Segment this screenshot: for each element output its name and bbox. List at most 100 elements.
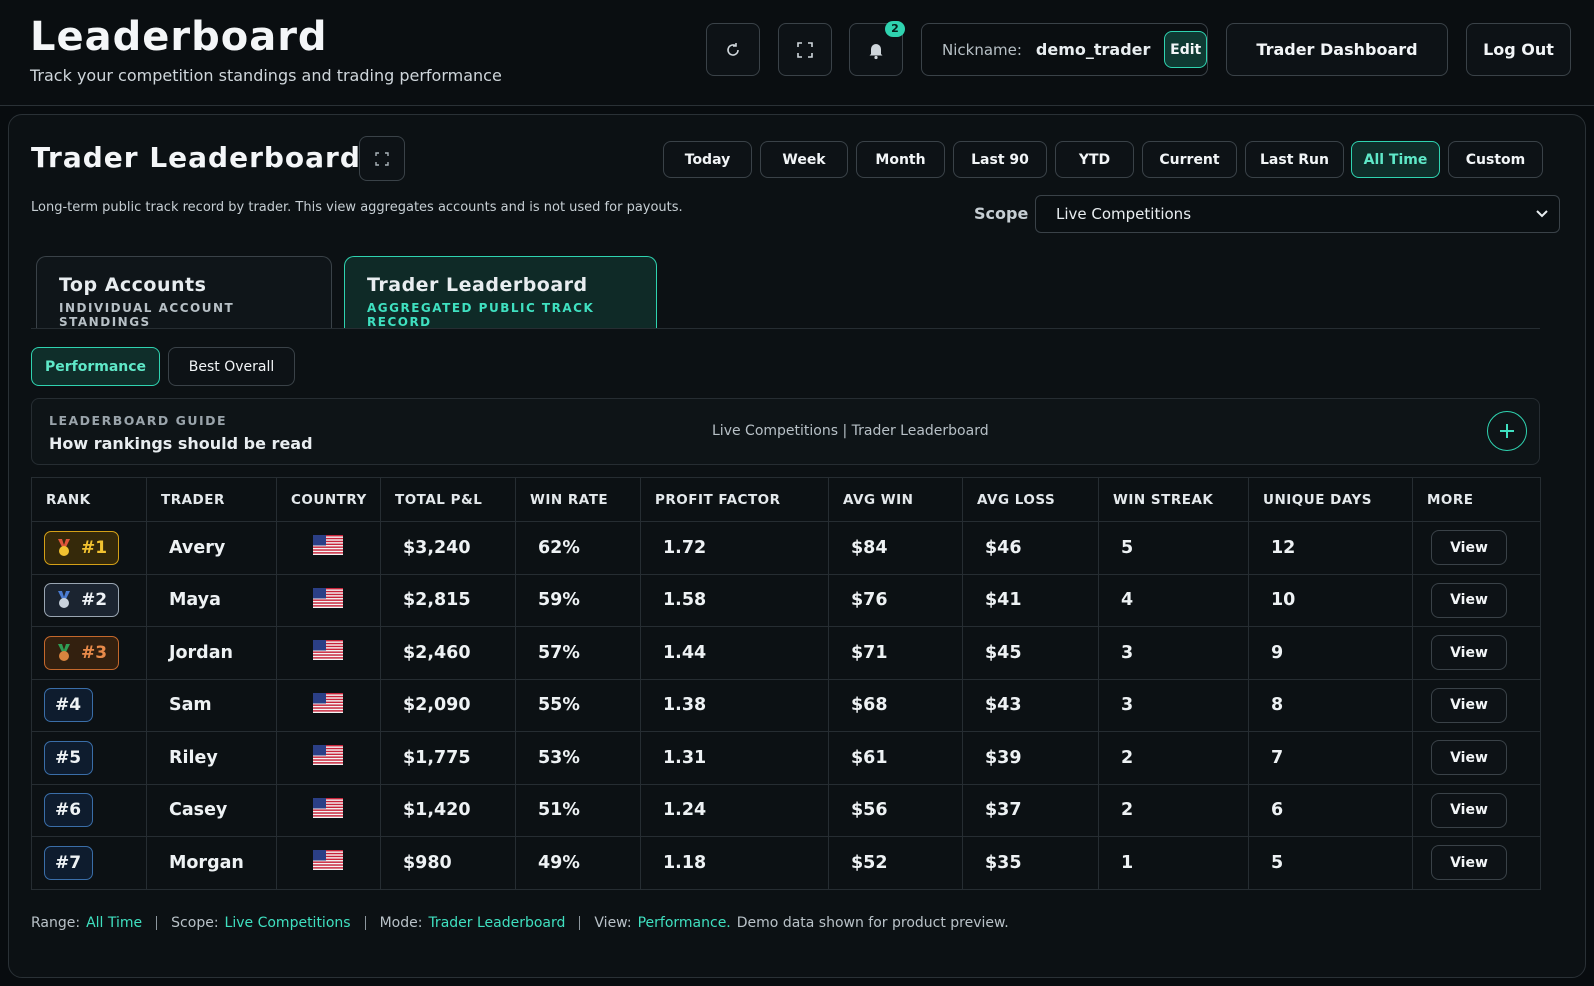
- action-cell: View: [1412, 784, 1541, 837]
- stat-cell: 5: [1098, 521, 1249, 575]
- stat-cell: $43: [962, 679, 1099, 732]
- range-button[interactable]: All Time: [1351, 141, 1440, 178]
- tab-title: Trader Leaderboard: [367, 274, 588, 296]
- rank-badge: #4: [44, 688, 94, 723]
- table-row: #3 Jordan $2,460 57% 1.44 $71 $45 3 9 View: [31, 626, 1541, 680]
- stat-cell: 1.72: [640, 521, 829, 575]
- stat-cell: 10: [1248, 574, 1413, 627]
- footer-label: Scope:: [171, 915, 219, 931]
- notifications-button[interactable]: 2: [849, 21, 905, 76]
- country-cell: [276, 731, 381, 785]
- stat-cell: $35: [962, 836, 1099, 890]
- footer-value: Trader Leaderboard: [428, 915, 566, 931]
- range-button[interactable]: Last 90: [953, 141, 1047, 178]
- stat-cell: 1.24: [640, 784, 829, 837]
- table-row: #6 Casey $1,420 51% 1.24 $56 $37 2 6 View: [31, 784, 1541, 837]
- stat-cell: 1.44: [640, 626, 829, 680]
- view-profile-button[interactable]: View: [1431, 582, 1507, 618]
- rank-label: #5: [55, 747, 82, 768]
- range-button[interactable]: Month: [856, 141, 945, 178]
- stat-cell: $3,240: [380, 521, 516, 575]
- view-button[interactable]: Performance: [31, 347, 160, 386]
- dashboard-button[interactable]: Trader Dashboard: [1226, 23, 1448, 76]
- trader-name: Jordan: [146, 626, 277, 680]
- stat-cell: 4: [1098, 574, 1249, 627]
- column-header: AVG LOSS: [962, 477, 1099, 522]
- range-button[interactable]: YTD: [1055, 141, 1134, 178]
- tab-subtitle: INDIVIDUAL ACCOUNT STANDINGS: [59, 301, 235, 329]
- rank-label: #3: [81, 642, 108, 663]
- view-button[interactable]: Best Overall: [168, 347, 295, 386]
- range-button[interactable]: Custom: [1448, 141, 1543, 178]
- tab-subtitle: AGGREGATED PUBLIC TRACK RECORD: [367, 301, 595, 329]
- scope-value: Live Competitions: [1056, 205, 1192, 223]
- guide-title: How rankings should be read: [49, 434, 313, 453]
- tab-trader-leaderboard[interactable]: Trader Leaderboard AGGREGATED PUBLIC TRA…: [344, 256, 657, 329]
- rank-badge: #6: [44, 793, 94, 828]
- fullscreen-button[interactable]: [778, 23, 832, 76]
- page-title: Leaderboard: [30, 14, 328, 60]
- us-flag: [313, 850, 343, 871]
- range-button[interactable]: Last Run: [1245, 141, 1344, 178]
- stat-cell: 57%: [515, 626, 641, 680]
- bell-icon: [869, 43, 883, 59]
- rank-badge: #5: [44, 740, 94, 775]
- rank-badge: #2: [44, 583, 120, 618]
- trader-name: Sam: [146, 679, 277, 732]
- rank-label: #7: [55, 852, 82, 873]
- country-cell: [276, 521, 381, 575]
- action-cell: View: [1412, 679, 1541, 732]
- stat-cell: 1.31: [640, 731, 829, 785]
- view-profile-button[interactable]: View: [1431, 530, 1507, 566]
- header: Leaderboard Track your competition stand…: [0, 0, 1594, 106]
- table-row: #4 Sam $2,090 55% 1.38 $68 $43 3 8 View: [31, 679, 1541, 732]
- range-button[interactable]: Today: [663, 141, 752, 178]
- view-profile-button[interactable]: View: [1431, 845, 1507, 881]
- panel-description: Long-term public track record by trader.…: [31, 200, 683, 215]
- table-row: #1 Avery $3,240 62% 1.72 $84 $46 5 12 View: [31, 521, 1541, 575]
- range-button[interactable]: Current: [1142, 141, 1237, 178]
- rank-cell: #7: [31, 836, 147, 890]
- view-profile-button[interactable]: View: [1431, 635, 1507, 671]
- leaderboard-panel: Trader Leaderboard Today Week Month Last 90…: [8, 114, 1586, 978]
- edit-button[interactable]: Edit: [1164, 31, 1207, 68]
- refresh-button[interactable]: [706, 23, 760, 76]
- stat-cell: $76: [828, 574, 963, 627]
- panel-fullscreen-button[interactable]: [359, 136, 405, 181]
- stat-cell: 55%: [515, 679, 641, 732]
- medal-icon: [58, 643, 70, 661]
- column-header: WIN RATE: [515, 477, 641, 522]
- trader-name: Avery: [146, 521, 277, 575]
- footer-note: Demo data shown for product preview.: [736, 915, 1009, 931]
- footer-value: All Time: [86, 915, 143, 931]
- guide-expand-button[interactable]: [1487, 411, 1527, 451]
- view-profile-button[interactable]: View: [1431, 792, 1507, 828]
- chevron-icon: [1536, 210, 1548, 218]
- scope-select[interactable]: Live Competitions: [1035, 195, 1560, 233]
- guide-box: LEADERBOARD GUIDE How rankings should be…: [31, 398, 1540, 465]
- stat-cell: 6: [1248, 784, 1413, 837]
- rank-label: #4: [55, 695, 82, 716]
- stat-cell: $39: [962, 731, 1099, 785]
- rank-cell: #2: [31, 574, 147, 627]
- nickname-label: Nickname:: [942, 40, 1022, 59]
- trader-name: Casey: [146, 784, 277, 837]
- stat-cell: 2: [1098, 731, 1249, 785]
- footer-label: View:: [594, 915, 632, 931]
- logout-button[interactable]: Log Out: [1466, 23, 1571, 76]
- stat-cell: $84: [828, 521, 963, 575]
- rank-cell: #5: [31, 731, 147, 785]
- stat-cell: 8: [1248, 679, 1413, 732]
- view-profile-button[interactable]: View: [1431, 740, 1507, 776]
- tab-top-accounts[interactable]: Top Accounts INDIVIDUAL ACCOUNT STANDING…: [36, 256, 332, 329]
- tab-title: Top Accounts: [59, 274, 207, 296]
- rank-label: #1: [81, 537, 108, 558]
- range-button[interactable]: Week: [760, 141, 848, 178]
- view-profile-button[interactable]: View: [1431, 687, 1507, 723]
- nickname-box: Nickname: demo_trader Edit: [921, 23, 1208, 76]
- stat-cell: $45: [962, 626, 1099, 680]
- us-flag: [313, 797, 343, 818]
- footer-label: Range:: [31, 915, 81, 931]
